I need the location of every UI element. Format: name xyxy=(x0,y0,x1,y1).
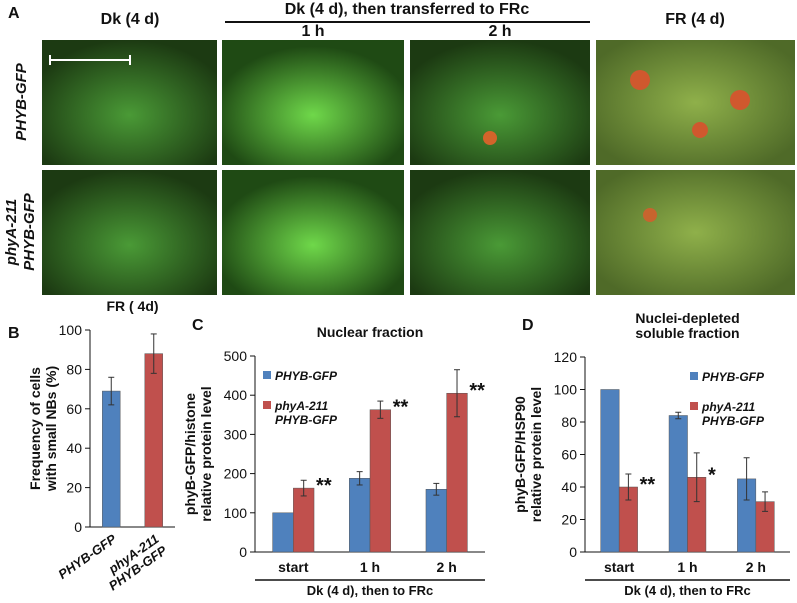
legend-swatch xyxy=(263,371,271,379)
y-tick-label: 40 xyxy=(561,479,577,495)
bar xyxy=(425,489,447,553)
panel-letter: D xyxy=(522,317,534,334)
spot xyxy=(643,208,657,222)
y-axis-label: relative protein level xyxy=(198,386,214,521)
bar xyxy=(272,512,294,553)
significance-label: ** xyxy=(316,475,332,497)
legend-swatch xyxy=(690,402,698,410)
y-tick-label: 40 xyxy=(66,440,82,456)
x-tick-label: start xyxy=(604,559,635,575)
micrograph xyxy=(222,40,404,165)
y-axis-label: Frequency of cells xyxy=(27,367,43,490)
legend-label: PHYB-GFP xyxy=(702,370,765,384)
bar xyxy=(600,389,620,553)
y-tick-label: 60 xyxy=(561,447,577,463)
panel-letter: A xyxy=(8,5,20,22)
legend-swatch xyxy=(690,372,698,380)
column-label: 2 h xyxy=(488,23,511,40)
y-axis-label: phyB-GFP/HSP90 xyxy=(512,396,528,513)
legend-label: PHYB-GFP xyxy=(275,369,338,383)
panel-letter: C xyxy=(192,317,204,334)
chart-title: Nuclei-depleted xyxy=(635,310,739,326)
y-tick-label: 20 xyxy=(561,512,577,528)
y-tick-label: 80 xyxy=(66,361,82,377)
column-label: FR (4 d) xyxy=(665,11,725,28)
micrograph xyxy=(410,40,590,165)
y-tick-label: 500 xyxy=(224,348,248,364)
y-axis-label: with small NBs (%) xyxy=(43,366,59,492)
y-axis-label: phyB-GFP/histone xyxy=(182,393,198,515)
y-tick-label: 400 xyxy=(224,387,248,403)
row-label: phyA-211PHYB-GFP xyxy=(3,192,38,271)
micrograph xyxy=(596,40,795,165)
column-label: Dk (4 d) xyxy=(101,11,160,28)
significance-label: ** xyxy=(469,380,485,402)
x-tick-label: 1 h xyxy=(677,559,697,575)
legend-swatch xyxy=(263,401,271,409)
significance-label: * xyxy=(708,464,716,486)
bar xyxy=(102,390,121,528)
micrograph xyxy=(42,170,217,295)
y-tick-label: 300 xyxy=(224,426,248,442)
bar xyxy=(349,478,371,553)
y-tick-label: 0 xyxy=(569,544,577,560)
chart-title: Nuclear fraction xyxy=(317,324,424,340)
spot xyxy=(730,90,750,110)
y-tick-label: 100 xyxy=(224,505,248,521)
micrograph xyxy=(222,170,404,295)
y-tick-label: 0 xyxy=(74,519,82,535)
x-tick-label: start xyxy=(278,559,309,575)
y-tick-label: 20 xyxy=(66,480,82,496)
x-axis-label: Dk (4 d), then to FRc xyxy=(624,583,750,598)
bar xyxy=(668,415,688,553)
significance-label: ** xyxy=(393,397,409,419)
group-label: Dk (4 d), then transferred to FRc xyxy=(285,1,530,18)
x-tick-label: PHYB-GFP xyxy=(55,531,119,582)
y-tick-label: 120 xyxy=(554,349,578,365)
micrograph xyxy=(410,170,590,295)
bar xyxy=(144,353,163,528)
y-axis-label: relative protein level xyxy=(528,387,544,522)
y-tick-label: 100 xyxy=(59,322,83,338)
spot xyxy=(483,131,497,145)
significance-label: ** xyxy=(640,474,656,496)
x-tick-label: 2 h xyxy=(746,559,766,575)
panel-letter: B xyxy=(8,325,20,342)
x-tick-label: 1 h xyxy=(360,559,380,575)
bar xyxy=(369,409,391,553)
y-tick-label: 200 xyxy=(224,466,248,482)
y-tick-label: 100 xyxy=(554,382,578,398)
spot xyxy=(630,70,650,90)
scale-bar xyxy=(49,55,131,65)
y-tick-label: 60 xyxy=(66,401,82,417)
micrograph xyxy=(596,170,795,295)
chart-title: soluble fraction xyxy=(635,325,739,341)
spot xyxy=(692,122,708,138)
bar xyxy=(293,487,315,553)
row-label: PHYB-GFP xyxy=(13,62,30,141)
x-axis-label: Dk (4 d), then to FRc xyxy=(307,583,433,598)
legend-label: phyA-211 PHYB-GFP xyxy=(701,400,765,428)
x-tick-label: 2 h xyxy=(437,559,457,575)
chart-title: FR ( 4d) xyxy=(106,298,158,314)
micrographs xyxy=(42,21,795,295)
legend-label: phyA-211 PHYB-GFP xyxy=(274,399,338,427)
y-tick-label: 0 xyxy=(239,544,247,560)
y-tick-label: 80 xyxy=(561,414,577,430)
column-label: 1 h xyxy=(301,23,324,40)
